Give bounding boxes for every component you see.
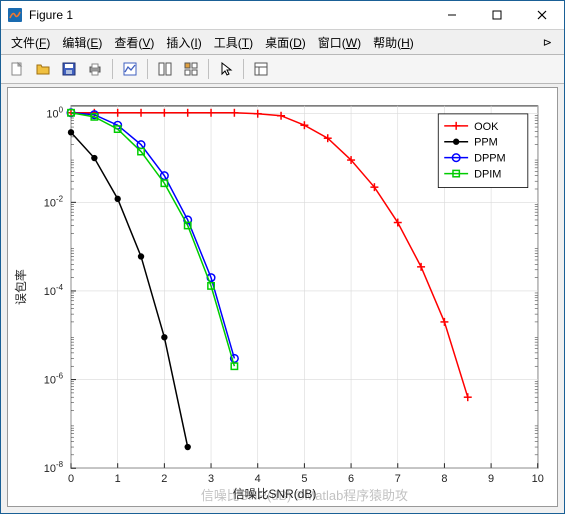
svg-text:DPPM: DPPM [474, 153, 506, 165]
chart-canvas: 0 1 2 3 4 5 6 7 8 9 10 100 10-2 10-4 10-6 10-8 误包率信噪比SNR… [8, 88, 557, 506]
svg-text:10-6: 10-6 [44, 372, 64, 387]
save-icon[interactable] [57, 57, 81, 81]
svg-text:9: 9 [488, 473, 494, 485]
svg-text:2: 2 [161, 473, 167, 485]
close-button[interactable] [519, 1, 564, 29]
svg-text:100: 100 [46, 106, 63, 121]
svg-text:8: 8 [441, 473, 447, 485]
menu-t[interactable]: 工具(T) [208, 32, 259, 53]
window-buttons [429, 1, 564, 29]
toolbar [1, 54, 564, 84]
print-icon[interactable] [83, 57, 107, 81]
cursor-icon[interactable] [214, 57, 238, 81]
menu-e[interactable]: 编辑(E) [56, 32, 108, 53]
svg-text:6: 6 [348, 473, 354, 485]
menu-i[interactable]: 插入(I) [160, 32, 207, 53]
svg-text:10-8: 10-8 [44, 460, 64, 475]
new-file-icon[interactable] [5, 57, 29, 81]
tile1-icon[interactable] [153, 57, 177, 81]
svg-text:10-4: 10-4 [44, 283, 64, 298]
open-file-icon[interactable] [31, 57, 55, 81]
menubar: 文件(F)编辑(E)查看(V)插入(I)工具(T)桌面(D)窗口(W)帮助(H)… [1, 30, 564, 54]
svg-text:OOK: OOK [474, 121, 499, 133]
svg-text:DPIM: DPIM [474, 169, 501, 181]
svg-text:5: 5 [301, 473, 307, 485]
menu-v[interactable]: 查看(V) [108, 32, 160, 53]
svg-text:10-2: 10-2 [44, 194, 64, 209]
menu-f[interactable]: 文件(F) [5, 32, 56, 53]
svg-text:信噪比SNR(dB): 信噪比SNR(dB) [233, 487, 317, 501]
maximize-button[interactable] [474, 1, 519, 29]
svg-text:7: 7 [395, 473, 401, 485]
menu-h[interactable]: 帮助(H) [367, 32, 420, 53]
menu-d[interactable]: 桌面(D) [259, 32, 312, 53]
svg-text:PPM: PPM [474, 137, 498, 149]
minimize-button[interactable] [429, 1, 474, 29]
window-title: Figure 1 [29, 8, 429, 22]
menu-overflow-icon[interactable]: ⊳ [535, 36, 560, 49]
svg-text:10: 10 [532, 473, 544, 485]
svg-text:3: 3 [208, 473, 214, 485]
svg-text:0: 0 [68, 473, 74, 485]
tile2-icon[interactable] [179, 57, 203, 81]
matlab-icon [7, 7, 23, 23]
svg-text:误包率: 误包率 [13, 269, 28, 305]
edit-plot-icon[interactable] [118, 57, 142, 81]
svg-text:4: 4 [255, 473, 261, 485]
layout-icon[interactable] [249, 57, 273, 81]
svg-text:1: 1 [115, 473, 121, 485]
plot-area: 0 1 2 3 4 5 6 7 8 9 10 100 10-2 10-4 10-6 10-8 误包率信噪比SNR… [7, 87, 558, 507]
menu-w[interactable]: 窗口(W) [312, 32, 367, 53]
titlebar: Figure 1 [1, 1, 564, 30]
figure-window: Figure 1 文件(F)编辑(E)查看(V)插入(I)工具(T)桌面(D)窗… [0, 0, 565, 514]
